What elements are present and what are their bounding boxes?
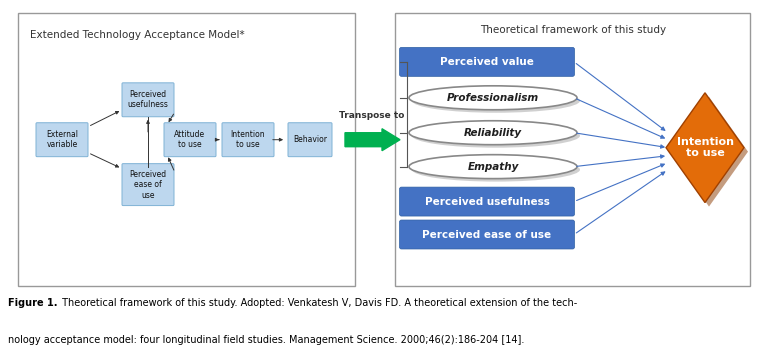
Text: Professionalism: Professionalism: [447, 93, 539, 103]
Text: External
variable: External variable: [46, 130, 78, 149]
Text: Transpose to: Transpose to: [339, 111, 405, 120]
Text: nology acceptance model: four longitudinal field studies. Management Science. 20: nology acceptance model: four longitudin…: [8, 335, 524, 345]
Text: Extended Technology Acceptance Model*: Extended Technology Acceptance Model*: [30, 30, 244, 40]
Text: Intention
to use: Intention to use: [676, 137, 733, 158]
Text: Attitude
to use: Attitude to use: [174, 130, 206, 149]
Ellipse shape: [409, 121, 577, 145]
FancyBboxPatch shape: [164, 123, 216, 157]
Text: Perceived ease of use: Perceived ease of use: [422, 229, 552, 239]
FancyBboxPatch shape: [122, 164, 174, 206]
FancyBboxPatch shape: [288, 123, 332, 157]
Text: Empathy: Empathy: [468, 162, 519, 172]
Text: Perceived usefulness: Perceived usefulness: [425, 197, 549, 206]
Ellipse shape: [412, 124, 580, 148]
Ellipse shape: [412, 158, 580, 182]
Polygon shape: [666, 93, 744, 202]
Polygon shape: [670, 97, 748, 206]
Ellipse shape: [409, 86, 577, 110]
FancyBboxPatch shape: [400, 47, 575, 76]
Ellipse shape: [409, 155, 577, 179]
FancyArrow shape: [345, 129, 400, 151]
Text: Reliability: Reliability: [464, 128, 522, 138]
FancyBboxPatch shape: [395, 13, 750, 286]
FancyBboxPatch shape: [222, 123, 274, 157]
FancyBboxPatch shape: [122, 83, 174, 117]
Text: Perceived value: Perceived value: [440, 57, 534, 67]
Text: Intention
to use: Intention to use: [231, 130, 265, 149]
FancyBboxPatch shape: [400, 187, 575, 216]
Text: Perceived
usefulness: Perceived usefulness: [128, 90, 168, 109]
FancyBboxPatch shape: [36, 123, 88, 157]
Text: Perceived
ease of
use: Perceived ease of use: [129, 170, 167, 200]
FancyBboxPatch shape: [400, 220, 575, 249]
FancyBboxPatch shape: [18, 13, 355, 286]
Text: Figure 1.: Figure 1.: [8, 298, 57, 308]
Text: Theoretical framework of this study. Adopted: Venkatesh V, Davis FD. A theoretic: Theoretical framework of this study. Ado…: [59, 298, 577, 308]
Ellipse shape: [412, 89, 580, 113]
Text: Behavior: Behavior: [293, 135, 327, 144]
Text: Theoretical framework of this study: Theoretical framework of this study: [480, 25, 666, 35]
